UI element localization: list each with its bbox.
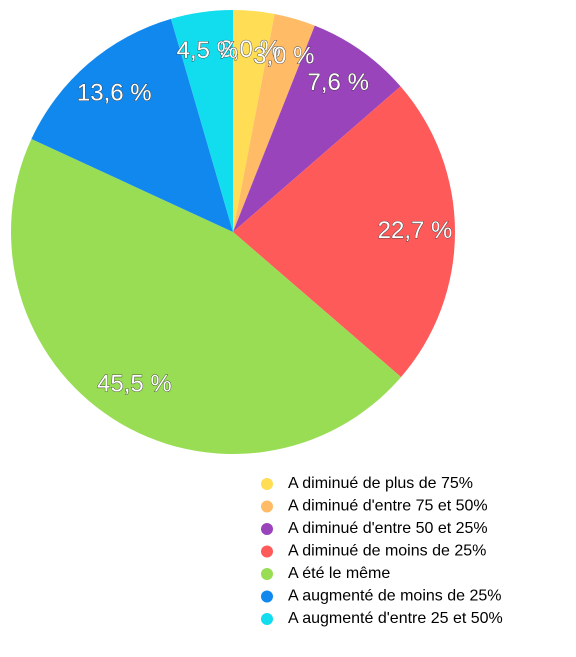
value-label: 45,5 % (97, 370, 172, 397)
legend-marker (261, 613, 273, 625)
legend-label: A diminué de plus de 75% (288, 475, 473, 492)
value-label: 4,5 % (177, 37, 238, 64)
pie-slice (233, 10, 275, 232)
legend-label: A augmenté de moins de 25% (288, 588, 501, 605)
value-label: 3,0 % (253, 43, 314, 70)
legend-label: A diminué de moins de 25% (288, 543, 486, 560)
legend-marker (261, 545, 273, 558)
legend-label: A augmenté d'entre 25 et 50% (288, 610, 503, 627)
legend-marker (261, 590, 273, 603)
value-label: 13,6 % (77, 79, 152, 106)
pie-slice (233, 86, 456, 378)
pie-slice (233, 25, 401, 233)
pie-slice (31, 18, 234, 233)
legend-marker (261, 500, 273, 513)
pie-slice (233, 13, 315, 233)
legend-marker (261, 523, 273, 535)
legend-label: A diminué d'entre 50 et 25% (288, 520, 488, 537)
legend-marker (261, 568, 273, 580)
pie-slice (10, 138, 402, 455)
legend-label: A été le même (288, 565, 390, 582)
value-label: 7,6 % (308, 69, 369, 96)
pie-slice (171, 10, 233, 232)
legend-marker (261, 478, 273, 490)
legend-label: A diminué d'entre 75 et 50% (288, 498, 488, 515)
value-label: 3,0 % (219, 36, 280, 63)
value-label: 22,7 % (378, 217, 453, 244)
